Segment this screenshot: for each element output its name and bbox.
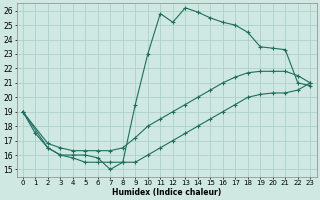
X-axis label: Humidex (Indice chaleur): Humidex (Indice chaleur) — [112, 188, 221, 197]
